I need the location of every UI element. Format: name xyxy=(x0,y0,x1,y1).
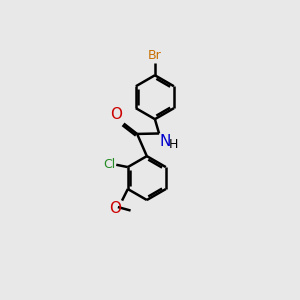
Text: Cl: Cl xyxy=(103,158,115,171)
Text: N: N xyxy=(160,134,171,149)
Text: Br: Br xyxy=(148,49,162,62)
Text: O: O xyxy=(109,201,121,216)
Text: O: O xyxy=(110,107,122,122)
Text: H: H xyxy=(169,138,178,151)
